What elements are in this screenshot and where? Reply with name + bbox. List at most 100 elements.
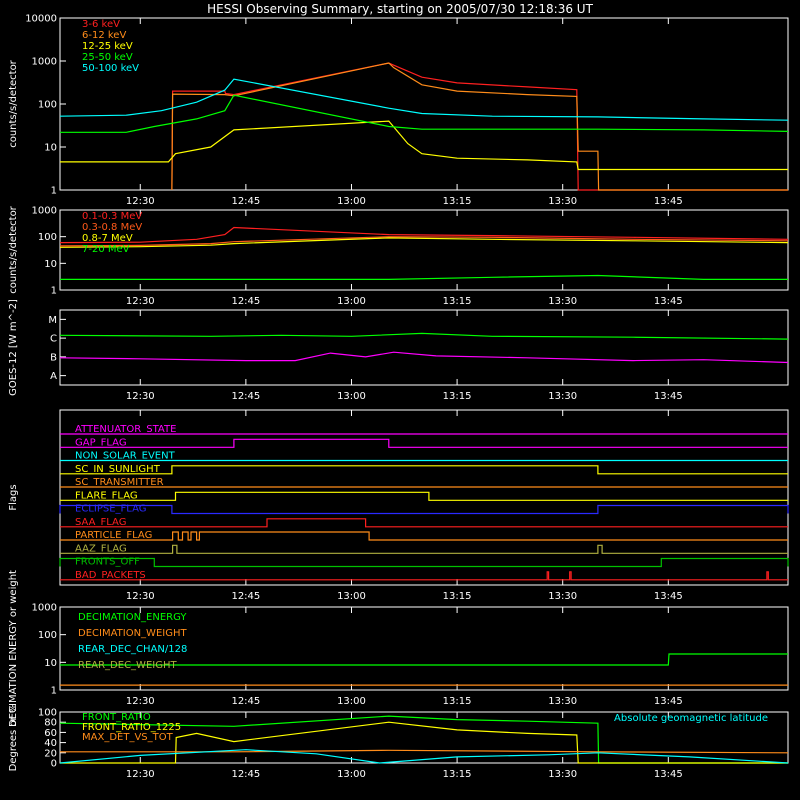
flag-label: BAD_PACKETS xyxy=(75,570,146,581)
time-tick-label: 13:15 xyxy=(443,391,472,402)
flag-line-eclipse-flag xyxy=(59,504,789,515)
time-tick-label: 13:45 xyxy=(654,196,683,207)
y-tick-label: 1000 xyxy=(32,603,57,614)
time-tick-label: 13:30 xyxy=(548,391,577,402)
panel-6-ylabel: Degrees or % xyxy=(8,704,19,772)
y-tick-label: A xyxy=(50,371,57,382)
y-tick-label: 1 xyxy=(51,186,57,197)
time-tick-label: 13:00 xyxy=(337,196,366,207)
legend-entry: REAR_DEC_CHAN/128 xyxy=(78,644,187,655)
time-tick-label: 12:30 xyxy=(126,591,155,602)
y-tick-label: 1000 xyxy=(32,57,57,68)
panel-3-ylabel: GOES-12 [W m^-2] xyxy=(8,299,19,396)
panel-4-ylabel: Flags xyxy=(8,484,19,510)
flag-label: NON_SOLAR_EVENT xyxy=(75,451,176,462)
time-tick-label: 12:45 xyxy=(231,296,260,307)
series-line-0-1-0-3-mev xyxy=(59,226,789,244)
flag-line-flare-flag xyxy=(60,491,788,501)
legend-entry: 7-20 MeV xyxy=(82,244,130,255)
time-tick-label: 13:30 xyxy=(548,696,577,707)
series-line-absolute-geomagnetic-latitude xyxy=(59,749,789,764)
time-tick-label: 13:45 xyxy=(654,769,683,780)
time-tick-label: 13:15 xyxy=(443,769,472,780)
flag-line-aaz-flag xyxy=(60,544,788,554)
flag-label: GAP_FLAG xyxy=(75,437,127,448)
flag-line-saa-flag xyxy=(60,518,788,528)
y-tick-label: 0 xyxy=(51,759,57,770)
time-tick-label: 13:30 xyxy=(548,591,577,602)
y-tick-label: 10 xyxy=(44,259,57,270)
y-tick-label: 10 xyxy=(44,143,57,154)
panel-2-ylabel: counts/s/detector xyxy=(8,205,19,293)
time-tick-label: 13:15 xyxy=(443,296,472,307)
time-tick-label: 13:15 xyxy=(443,591,472,602)
y-tick-label: 80 xyxy=(44,718,57,729)
legend-entry: MAX_DET_VS_TOT xyxy=(82,732,174,743)
series-line-front-ratio xyxy=(59,715,788,764)
legend-entry: 50-100 keV xyxy=(82,63,139,74)
flag-line-particle-flag xyxy=(60,531,788,541)
time-tick-label: 12:45 xyxy=(231,196,260,207)
panel-1-ylabel: counts/s/detector xyxy=(8,59,19,147)
series-line-decimation-energy xyxy=(60,653,788,666)
flag-label: AAZ_FLAG xyxy=(75,543,127,554)
panel-frame-2 xyxy=(59,209,789,291)
legend-entry: 25-50 keV xyxy=(82,52,133,63)
y-tick-label: 40 xyxy=(44,738,57,749)
time-tick-label: 12:45 xyxy=(231,769,260,780)
time-tick-label: 13:15 xyxy=(443,696,472,707)
panel-frame-6 xyxy=(59,711,789,764)
time-tick-label: 13:15 xyxy=(443,196,472,207)
flag-label: SC_IN_SUNLIGHT xyxy=(75,464,161,475)
time-tick-label: 12:30 xyxy=(126,196,155,207)
time-tick-label: 13:00 xyxy=(337,769,366,780)
time-tick-label: 12:30 xyxy=(126,696,155,707)
time-tick-label: 12:45 xyxy=(231,591,260,602)
y-tick-label: 20 xyxy=(44,748,57,759)
panel-frame-5 xyxy=(59,606,789,691)
time-tick-label: 13:45 xyxy=(654,591,683,602)
series-line-max-det-vs-tot xyxy=(60,749,789,754)
flag-line-sc-in-sunlight xyxy=(60,465,788,475)
series-line-6-12-kev xyxy=(171,62,788,191)
legend-entry: 0.3-0.8 MeV xyxy=(82,222,142,233)
time-tick-label: 12:30 xyxy=(126,391,155,402)
y-tick-label: 100 xyxy=(38,100,57,111)
series-line-25-50-kev xyxy=(60,94,789,133)
series-line-3-6-kev xyxy=(171,62,788,191)
flag-label: ECLIPSE_FLAG xyxy=(75,504,146,515)
time-tick-label: 13:30 xyxy=(548,196,577,207)
legend-entry: 6-12 keV xyxy=(82,30,126,41)
y-tick-label: 100 xyxy=(38,630,57,641)
y-tick-label: B xyxy=(50,352,57,363)
flag-line-fronts-off xyxy=(59,557,789,568)
flag-label: FLARE_FLAG xyxy=(75,490,138,501)
legend-entry: 0.1-0.3 MeV xyxy=(82,211,142,222)
legend-entry: 0.8-7 MeV xyxy=(82,233,133,244)
series-line-7-20-mev xyxy=(60,274,788,280)
panel-frame-3 xyxy=(59,309,789,386)
flag-line-bad-packets xyxy=(60,571,788,581)
y-tick-label: 1000 xyxy=(32,206,57,217)
panel-5-ylabel: DECIMATION ENERGY or weight xyxy=(8,570,19,727)
time-tick-label: 13:00 xyxy=(337,591,366,602)
panels: 12:30 12:45 13:00 13:15 13:30 13:45 counts/s/d… xyxy=(8,14,789,780)
series-line-0-8-7-mev xyxy=(59,237,789,248)
goes-long-line xyxy=(59,332,789,340)
legend-entry: 3-6 keV xyxy=(82,19,120,30)
series-line-50-100-kev xyxy=(59,78,789,121)
time-tick-label: 13:45 xyxy=(654,296,683,307)
y-tick-label: 10000 xyxy=(25,14,57,25)
time-tick-label: 12:30 xyxy=(126,296,155,307)
goes-short-line xyxy=(59,351,789,364)
time-tick-label: 13:30 xyxy=(548,296,577,307)
flag-label: FRONTS_OFF xyxy=(75,557,140,568)
time-tick-label: 13:00 xyxy=(337,391,366,402)
y-tick-label: 10 xyxy=(44,658,57,669)
y-tick-label: 100 xyxy=(38,232,57,243)
y-tick-label: 60 xyxy=(44,728,57,739)
chart-title: HESSI Observing Summary, starting on 200… xyxy=(207,2,593,16)
y-tick-label: 100 xyxy=(38,708,57,719)
flag-label: SAA_FLAG xyxy=(75,517,126,528)
